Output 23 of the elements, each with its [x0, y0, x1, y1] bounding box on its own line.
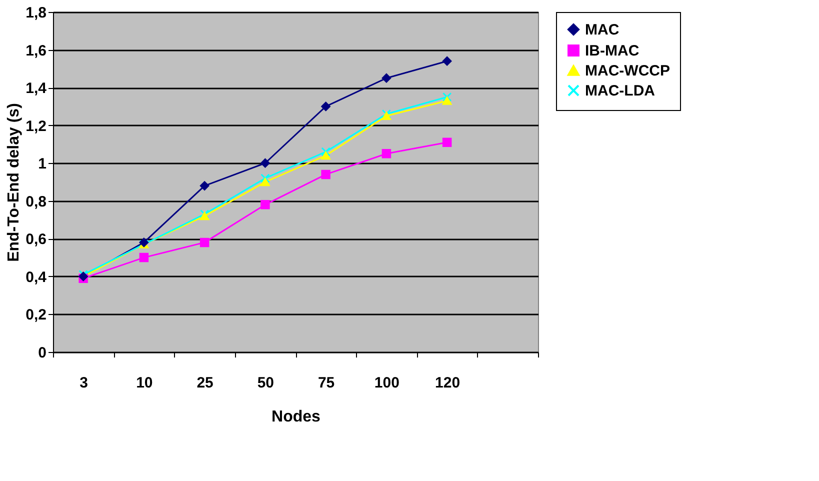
y-tick-label: 1,8	[26, 4, 46, 22]
legend-label: MAC-WCCP	[585, 62, 670, 80]
x-tick-label: 25	[196, 374, 214, 392]
x-tick-label: 3	[80, 374, 88, 392]
legend-label: IB-MAC	[585, 42, 640, 60]
y-tick-label: 1,6	[26, 42, 46, 60]
y-tick-label: 0,6	[26, 231, 46, 248]
x-tick-label: 120	[435, 374, 460, 392]
x-tick-label: 100	[374, 374, 400, 392]
y-tick-label: 0,8	[26, 193, 46, 210]
y-axis-title: End-To-End delay (s)	[6, 103, 23, 262]
x-tick-label: 50	[257, 374, 274, 392]
y-tick-label: 1,4	[26, 80, 48, 98]
y-tick-label: 1,2	[26, 118, 46, 135]
x-tick-label: 75	[318, 374, 335, 392]
x-axis-title: Nodes	[272, 408, 321, 426]
legend-label: MAC	[585, 22, 620, 38]
x-tick-label: 10	[136, 374, 153, 392]
y-tick-label: 0,2	[26, 306, 46, 324]
y-tick-label: 1	[38, 156, 46, 173]
y-tick-label: 0	[38, 344, 46, 362]
y-tick-label: 0,4	[26, 268, 48, 286]
legend-label: MAC-LDA	[585, 82, 656, 100]
